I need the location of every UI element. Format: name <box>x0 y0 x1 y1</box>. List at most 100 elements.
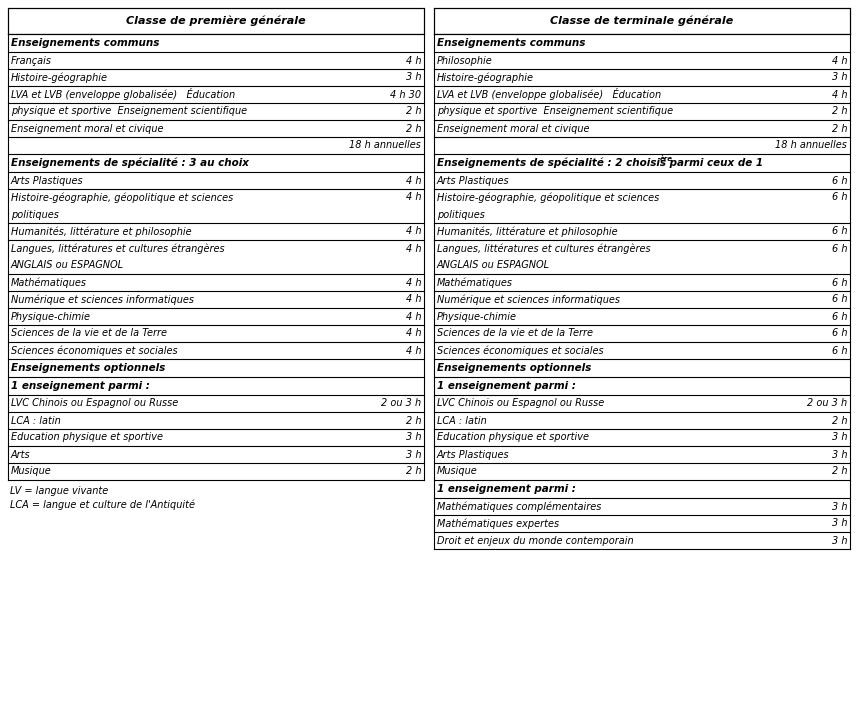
Text: 6 h: 6 h <box>831 244 847 253</box>
Bar <box>434 34 850 52</box>
Text: 6 h: 6 h <box>831 345 847 355</box>
Bar <box>8 240 424 257</box>
Text: Enseignement moral et civique: Enseignement moral et civique <box>437 124 589 133</box>
Bar <box>434 86 850 103</box>
Text: Sciences de la vie et de la Terre: Sciences de la vie et de la Terre <box>437 329 593 338</box>
Text: 2 h: 2 h <box>831 124 847 133</box>
Text: Enseignements de spécialité : 3 au choix: Enseignements de spécialité : 3 au choix <box>11 158 249 168</box>
Text: LCA : latin: LCA : latin <box>437 416 486 425</box>
Text: 4 h: 4 h <box>831 89 847 100</box>
Text: Enseignements de spécialité : 2 choisis parmi ceux de 1: Enseignements de spécialité : 2 choisis … <box>437 158 763 168</box>
Bar <box>434 325 850 342</box>
Bar <box>434 206 850 223</box>
Text: 3 h: 3 h <box>831 72 847 83</box>
Text: Enseignements optionnels: Enseignements optionnels <box>11 363 166 373</box>
Text: LV = langue vivante: LV = langue vivante <box>10 486 108 496</box>
Text: Sciences économiques et sociales: Sciences économiques et sociales <box>11 345 178 356</box>
Text: 4 h 30: 4 h 30 <box>390 89 421 100</box>
Text: physique et sportive  Enseignement scientifique: physique et sportive Enseignement scient… <box>11 107 247 117</box>
Text: Education physique et sportive: Education physique et sportive <box>437 432 589 442</box>
Text: 2 h: 2 h <box>406 107 421 117</box>
Bar <box>434 172 850 189</box>
Text: 1 enseignement parmi :: 1 enseignement parmi : <box>11 381 150 391</box>
Bar <box>8 463 424 480</box>
Bar <box>434 429 850 446</box>
Text: Numérique et sciences informatiques: Numérique et sciences informatiques <box>11 294 194 305</box>
Text: 6 h: 6 h <box>831 277 847 288</box>
Bar <box>8 291 424 308</box>
Text: Arts Plastiques: Arts Plastiques <box>437 176 510 185</box>
Text: politiques: politiques <box>437 209 485 220</box>
Text: 2 h: 2 h <box>406 467 421 477</box>
Bar <box>434 69 850 86</box>
Bar <box>8 172 424 189</box>
Text: Langues, littératures et cultures étrangères: Langues, littératures et cultures étrang… <box>437 244 650 253</box>
Bar <box>8 257 424 274</box>
Bar <box>434 377 850 395</box>
Text: 3 h: 3 h <box>831 432 847 442</box>
Bar <box>434 359 850 377</box>
Text: Mathématiques complémentaires: Mathématiques complémentaires <box>437 501 601 512</box>
Bar <box>8 137 424 154</box>
Text: Droit et enjeux du monde contemporain: Droit et enjeux du monde contemporain <box>437 536 633 545</box>
Text: LCA : latin: LCA : latin <box>11 416 61 425</box>
Text: 2 h: 2 h <box>831 467 847 477</box>
Bar <box>434 291 850 308</box>
Text: Arts Plastiques: Arts Plastiques <box>437 449 510 460</box>
Text: 4 h: 4 h <box>406 295 421 305</box>
Bar <box>8 377 424 395</box>
Text: Mathématiques: Mathématiques <box>437 277 513 288</box>
Text: LVC Chinois ou Espagnol ou Russe: LVC Chinois ou Espagnol ou Russe <box>11 399 178 409</box>
Bar <box>8 103 424 120</box>
Bar <box>8 395 424 412</box>
Text: 4 h: 4 h <box>406 329 421 338</box>
Text: 6 h: 6 h <box>831 312 847 322</box>
Text: Philosophie: Philosophie <box>437 55 492 65</box>
Text: Enseignements communs: Enseignements communs <box>11 38 160 48</box>
Text: 6 h: 6 h <box>831 227 847 237</box>
Bar <box>434 223 850 240</box>
Text: Mathématiques expertes: Mathématiques expertes <box>437 518 559 529</box>
Bar <box>8 34 424 52</box>
Text: 3 h: 3 h <box>831 536 847 545</box>
Text: Musique: Musique <box>437 467 478 477</box>
Text: Mathématiques: Mathématiques <box>11 277 87 288</box>
Text: 2 h: 2 h <box>406 124 421 133</box>
Text: Enseignements optionnels: Enseignements optionnels <box>437 363 591 373</box>
Text: Classe de terminale générale: Classe de terminale générale <box>550 15 734 26</box>
Text: Humanités, littérature et philosophie: Humanités, littérature et philosophie <box>11 226 191 237</box>
Bar <box>434 8 850 34</box>
Text: ANGLAIS ou ESPAGNOL: ANGLAIS ou ESPAGNOL <box>437 260 550 270</box>
Text: 6 h: 6 h <box>831 329 847 338</box>
Text: Enseignements communs: Enseignements communs <box>437 38 585 48</box>
Bar <box>8 429 424 446</box>
Text: Numérique et sciences informatiques: Numérique et sciences informatiques <box>437 294 620 305</box>
Text: 2 h: 2 h <box>406 416 421 425</box>
Text: 1 enseignement parmi :: 1 enseignement parmi : <box>437 484 576 494</box>
Text: Physique-chimie: Physique-chimie <box>437 312 517 322</box>
Text: Histoire-géographie, géopolitique et sciences: Histoire-géographie, géopolitique et sci… <box>437 192 659 203</box>
Text: politiques: politiques <box>11 209 59 220</box>
Text: 3 h: 3 h <box>406 449 421 460</box>
Text: Classe de première générale: Classe de première générale <box>126 15 305 26</box>
Text: Education physique et sportive: Education physique et sportive <box>11 432 163 442</box>
Text: 6 h: 6 h <box>831 295 847 305</box>
Bar <box>434 137 850 154</box>
Text: 3 h: 3 h <box>406 72 421 83</box>
Bar <box>8 189 424 206</box>
Bar <box>8 69 424 86</box>
Text: Langues, littératures et cultures étrangères: Langues, littératures et cultures étrang… <box>11 244 225 253</box>
Bar <box>8 359 424 377</box>
Bar <box>8 274 424 291</box>
Text: Enseignement moral et civique: Enseignement moral et civique <box>11 124 164 133</box>
Bar <box>434 480 850 498</box>
Bar <box>434 446 850 463</box>
Text: ère: ère <box>660 157 673 162</box>
Text: 4 h: 4 h <box>406 312 421 322</box>
Bar <box>434 395 850 412</box>
Bar <box>434 342 850 359</box>
Text: 4 h: 4 h <box>406 176 421 185</box>
Bar <box>434 463 850 480</box>
Bar <box>434 308 850 325</box>
Text: 6 h: 6 h <box>831 176 847 185</box>
